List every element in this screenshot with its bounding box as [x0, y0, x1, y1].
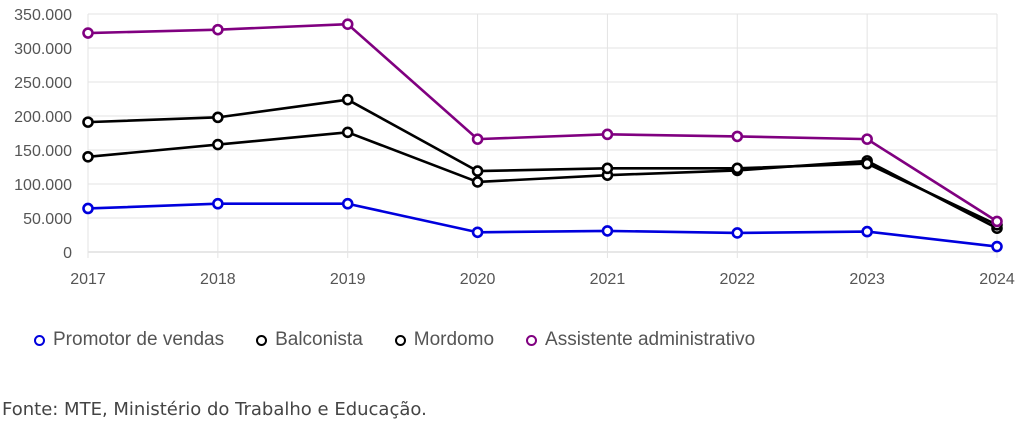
- legend-item[interactable]: Promotor de vendas: [34, 329, 224, 351]
- data-point: [601, 225, 614, 237]
- series-group: [82, 18, 1003, 228]
- legend-marker-icon: [34, 334, 45, 346]
- source-note: Fonte: MTE, Ministério do Trabalho e Edu…: [2, 399, 427, 420]
- y-tick-label: 200.000: [14, 109, 72, 126]
- data-point: [991, 240, 1003, 253]
- legend-item[interactable]: Mordomo: [394, 329, 495, 351]
- x-axis: 2017 2018 2019 2020 2021 2022 2023 2024: [70, 271, 1015, 288]
- data-point: [341, 18, 354, 31]
- data-point: [82, 202, 94, 215]
- series-line: [87, 22, 998, 223]
- legend-marker-icon: [526, 334, 538, 346]
- series-line: [87, 202, 998, 248]
- legend-label: Balconista: [275, 329, 363, 350]
- y-tick-label: 0: [63, 245, 72, 262]
- series-group: [82, 93, 1003, 231]
- data-point: [471, 133, 484, 145]
- chart-legend: Promotor de vendas Balconista Mordomo Assis…: [34, 329, 787, 351]
- x-tick-label: 2022: [719, 271, 755, 288]
- x-tick-label: 2021: [590, 271, 626, 288]
- data-point: [601, 128, 614, 141]
- y-tick-label: 350.000: [14, 7, 72, 24]
- series-line: [87, 131, 998, 230]
- x-tick-label: 2019: [330, 271, 366, 288]
- x-tick-label: 2020: [460, 271, 496, 288]
- data-point: [731, 130, 744, 143]
- data-point: [471, 226, 484, 239]
- series-group: [82, 197, 1003, 253]
- data-point: [861, 225, 873, 238]
- data-point: [861, 133, 873, 145]
- x-tick-label: 2018: [200, 271, 236, 288]
- y-tick-label: 100.000: [14, 177, 72, 194]
- x-tick-label: 2023: [849, 271, 885, 288]
- y-tick-label: 250.000: [14, 75, 72, 92]
- data-point: [212, 197, 224, 210]
- data-point: [82, 27, 94, 39]
- legend-marker-icon: [256, 334, 268, 346]
- data-point: [212, 138, 224, 151]
- data-point: [212, 111, 224, 124]
- data-point: [212, 23, 224, 36]
- line-chart: 0 50.000 100.000 150.000 200.000 250.000 300.0…: [14, 7, 1015, 288]
- data-point: [861, 157, 873, 170]
- y-tick-label: 150.000: [14, 143, 72, 160]
- data-point: [601, 162, 614, 175]
- data-point: [82, 116, 94, 128]
- data-point: [471, 165, 484, 177]
- data-point: [731, 162, 744, 175]
- y-tick-label: 50.000: [23, 211, 72, 228]
- legend-marker-icon: [394, 334, 406, 346]
- y-axis: 0 50.000 100.000 150.000 200.000 250.000 300.0…: [14, 7, 72, 262]
- data-point: [731, 227, 744, 239]
- legend-label: Assistente administrativo: [545, 329, 756, 350]
- series-line: [87, 98, 998, 226]
- legend-label: Mordomo: [413, 329, 495, 350]
- data-point: [82, 151, 94, 163]
- x-tick-label: 2024: [979, 271, 1015, 288]
- data-point: [341, 197, 354, 210]
- data-point: [471, 176, 484, 188]
- legend-item[interactable]: Balconista: [256, 329, 363, 351]
- legend-item[interactable]: Assistente administrativo: [526, 329, 755, 351]
- chart-series: [82, 18, 1003, 253]
- y-tick-label: 300.000: [14, 41, 72, 58]
- data-point: [341, 126, 354, 139]
- legend-label: Promotor de vendas: [53, 329, 225, 350]
- data-point: [341, 93, 354, 106]
- x-tick-label: 2017: [70, 271, 106, 288]
- data-point: [991, 215, 1003, 228]
